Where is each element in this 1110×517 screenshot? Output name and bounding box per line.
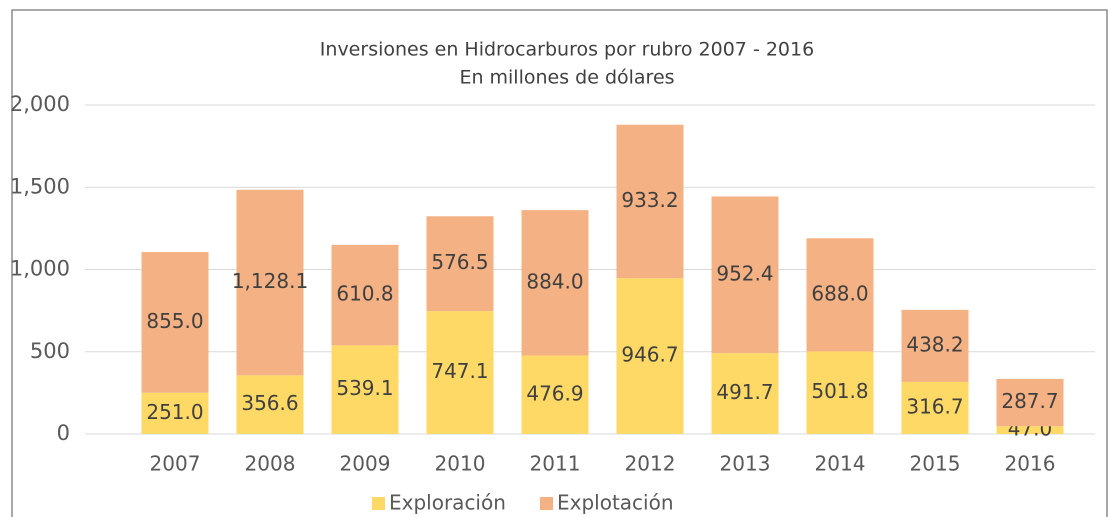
legend-swatch xyxy=(540,497,553,510)
y-tick-label: 500 xyxy=(30,339,70,363)
data-label: 946.7 xyxy=(621,343,678,367)
x-tick-label: 2009 xyxy=(340,452,391,476)
x-tick-label: 2016 xyxy=(1005,452,1056,476)
bar-segment xyxy=(426,311,494,434)
data-label: 688.0 xyxy=(811,281,868,305)
y-tick-label: 2,000 xyxy=(10,92,70,116)
data-label: 610.8 xyxy=(336,282,393,306)
data-label: 476.9 xyxy=(526,381,583,405)
y-tick-label: 1,000 xyxy=(10,257,70,281)
x-tick-label: 2013 xyxy=(720,452,771,476)
bar-segment xyxy=(996,378,1064,427)
data-label: 747.1 xyxy=(431,359,488,383)
bar-segment xyxy=(331,345,399,434)
bar-segment xyxy=(616,278,684,434)
bar-segment xyxy=(901,309,969,382)
bar-segment xyxy=(141,392,209,434)
data-label: 251.0 xyxy=(146,400,203,424)
bar-segment xyxy=(236,189,304,376)
bar-segment xyxy=(806,351,874,434)
x-tick-label: 2014 xyxy=(815,452,866,476)
legend-swatch xyxy=(372,497,385,510)
legend-label: Exploración xyxy=(389,491,506,515)
data-label: 1,128.1 xyxy=(232,269,308,293)
bar-segment xyxy=(806,238,874,352)
y-tick-label: 1,500 xyxy=(10,174,70,198)
data-label: 884.0 xyxy=(526,269,583,293)
data-label: 952.4 xyxy=(716,261,773,285)
data-label: 933.2 xyxy=(621,188,678,212)
bar-segment xyxy=(711,196,779,354)
x-tick-label: 2008 xyxy=(245,452,296,476)
data-label: 491.7 xyxy=(716,380,773,404)
bar-segment xyxy=(996,426,1064,434)
bar-segment xyxy=(331,244,399,346)
y-tick-label: 0 xyxy=(57,421,70,445)
bar-segment xyxy=(901,381,969,434)
data-label: 356.6 xyxy=(241,391,298,415)
bar-segment xyxy=(521,355,589,434)
bar-segment xyxy=(521,210,589,356)
bar-segment xyxy=(616,124,684,279)
chart-subtitle: En millones de dólares xyxy=(459,67,674,89)
data-label: 316.7 xyxy=(906,394,963,418)
bar-segment xyxy=(426,216,494,312)
x-tick-label: 2011 xyxy=(530,452,581,476)
data-label: 501.8 xyxy=(811,379,868,403)
bar-segment xyxy=(141,252,209,393)
data-label: 855.0 xyxy=(146,309,203,333)
legend-label: Explotación xyxy=(557,491,674,515)
chart-title: Inversiones en Hidrocarburos por rubro 2… xyxy=(320,39,814,61)
data-label: 438.2 xyxy=(906,332,963,356)
data-label: 287.7 xyxy=(1001,389,1058,413)
x-tick-label: 2015 xyxy=(910,452,961,476)
data-label: 576.5 xyxy=(431,250,488,274)
bar-segment xyxy=(236,375,304,434)
bar-segment xyxy=(711,353,779,434)
data-label: 539.1 xyxy=(336,376,393,400)
x-tick-label: 2010 xyxy=(435,452,486,476)
x-tick-label: 2007 xyxy=(150,452,201,476)
x-tick-label: 2012 xyxy=(625,452,676,476)
